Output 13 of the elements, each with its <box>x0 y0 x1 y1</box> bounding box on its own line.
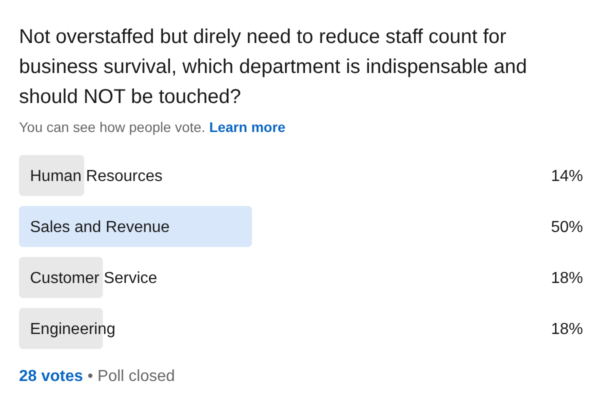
text: • Poll closed <box>88 368 175 385</box>
text: Learn more <box>209 119 286 135</box>
data-label: 18% <box>550 321 583 338</box>
y-tick-label: Sales and Revenue <box>30 219 170 236</box>
y-tick-label: Engineering <box>30 321 116 338</box>
chart-subtitle: You can see how people vote. <box>19 119 206 135</box>
data-label: 18% <box>550 270 583 288</box>
data-label: 50% <box>550 219 583 236</box>
chart-title: Not overstaffed but direly need to reduce staff count for business survival, which department is indispensable and should NOT be touched? <box>19 26 528 108</box>
text: 28 votes <box>19 368 84 385</box>
data-label: 14% <box>550 168 583 186</box>
y-tick-label: Human Resources <box>30 168 162 186</box>
y-tick-label: Customer Service <box>30 270 158 288</box>
